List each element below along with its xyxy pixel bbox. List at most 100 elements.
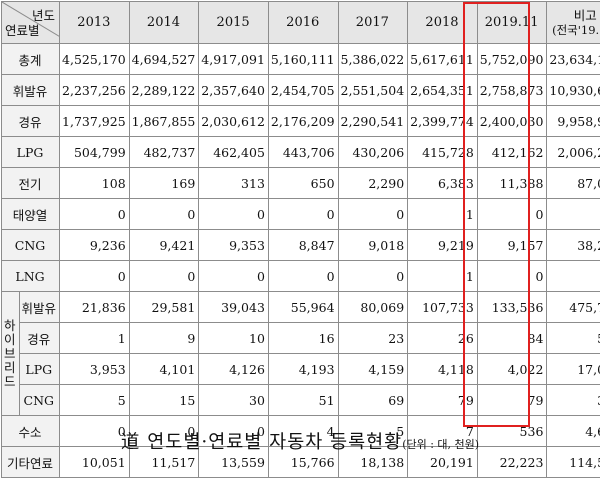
value-cell: 0 (129, 199, 199, 230)
value-cell: 443,706 (268, 137, 338, 168)
value-cell: 2,237,256 (60, 75, 130, 106)
hybrid-group-char: 드 (4, 375, 16, 389)
value-cell: 0 (268, 199, 338, 230)
table-caption: 道 연도별·연료별 자동차 등록현황(단위 : 대, 천원) (0, 428, 600, 454)
corner-fuel-label: 연료별 (5, 20, 40, 39)
value-cell: 2,290,541 (338, 106, 408, 137)
year-header: 2015 (199, 2, 269, 44)
value-cell: 2,400,030 (477, 106, 547, 137)
national-value-cell: 38,269 (547, 230, 600, 261)
value-cell: 5,617,611 (408, 44, 478, 75)
value-cell: 51 (268, 385, 338, 416)
value-cell: 0 (129, 261, 199, 292)
national-value-cell: 17,045 (547, 354, 600, 385)
table-row: 경유191016232684524 (2, 323, 600, 354)
year-header: 2018 (408, 2, 478, 44)
value-cell: 0 (60, 261, 130, 292)
value-cell: 9 (129, 323, 199, 354)
fuel-label: LPG (19, 354, 60, 385)
value-cell: 4,694,527 (129, 44, 199, 75)
note-header: 비고 (전국'19.11) (547, 2, 600, 44)
value-cell: 4,193 (268, 354, 338, 385)
value-cell: 11,388 (477, 168, 547, 199)
value-cell: 0 (338, 261, 408, 292)
value-cell: 79 (477, 385, 547, 416)
value-cell: 5 (60, 385, 130, 416)
hybrid-group-char: 하 (4, 319, 16, 333)
value-cell: 1 (408, 261, 478, 292)
national-value-cell: 2,006,297 (547, 137, 600, 168)
value-cell: 3,953 (60, 354, 130, 385)
value-cell: 4,022 (477, 354, 547, 385)
value-cell: 21,836 (60, 292, 130, 323)
value-cell: 0 (60, 199, 130, 230)
note-header-subtitle: (전국'19.11) (552, 23, 600, 37)
value-cell: 0 (199, 261, 269, 292)
table-row: 태양열00000100 (2, 199, 600, 230)
value-cell: 23 (338, 323, 408, 354)
value-cell: 1 (60, 323, 130, 354)
value-cell: 1 (408, 199, 478, 230)
value-cell: 462,405 (199, 137, 269, 168)
value-cell: 0 (268, 261, 338, 292)
value-cell: 29,581 (129, 292, 199, 323)
value-cell: 15 (129, 385, 199, 416)
value-cell: 9,157 (477, 230, 547, 261)
national-value-cell: 10,930,662 (547, 75, 600, 106)
fuel-label: 경유 (19, 323, 60, 354)
value-cell: 2,290 (338, 168, 408, 199)
value-cell: 16 (268, 323, 338, 354)
value-cell: 2,289,122 (129, 75, 199, 106)
value-cell: 26 (408, 323, 478, 354)
national-value-cell: 0 (547, 199, 600, 230)
fuel-label: 전기 (2, 168, 60, 199)
table-row: LNG00000102 (2, 261, 600, 292)
caption-title: 道 연도별·연료별 자동차 등록현황 (121, 432, 402, 453)
national-value-cell: 87,064 (547, 168, 600, 199)
value-cell: 9,353 (199, 230, 269, 261)
national-value-cell: 475,788 (547, 292, 600, 323)
value-cell: 79 (408, 385, 478, 416)
value-cell: 504,799 (60, 137, 130, 168)
value-cell: 133,536 (477, 292, 547, 323)
note-header-title: 비고 (574, 8, 597, 23)
value-cell: 430,206 (338, 137, 408, 168)
fuel-label: 휘발유 (19, 292, 60, 323)
national-value-cell: 2 (547, 261, 600, 292)
value-cell: 84 (477, 323, 547, 354)
value-cell: 9,219 (408, 230, 478, 261)
value-cell: 2,654,351 (408, 75, 478, 106)
value-cell: 1,737,925 (60, 106, 130, 137)
value-cell: 1,867,855 (129, 106, 199, 137)
value-cell: 482,737 (129, 137, 199, 168)
fuel-label: 총계 (2, 44, 60, 75)
value-cell: 4,525,170 (60, 44, 130, 75)
value-cell: 2,399,774 (408, 106, 478, 137)
value-cell: 412,162 (477, 137, 547, 168)
year-header-highlighted: 2019.11 (477, 2, 547, 44)
fuel-label: LNG (2, 261, 60, 292)
fuel-label: 태양열 (2, 199, 60, 230)
value-cell: 107,733 (408, 292, 478, 323)
value-cell: 2,454,705 (268, 75, 338, 106)
value-cell: 650 (268, 168, 338, 199)
value-cell: 69 (338, 385, 408, 416)
value-cell: 10 (199, 323, 269, 354)
value-cell: 39,043 (199, 292, 269, 323)
value-cell: 9,421 (129, 230, 199, 261)
value-cell: 2,551,504 (338, 75, 408, 106)
value-cell: 415,728 (408, 137, 478, 168)
value-cell: 0 (477, 261, 547, 292)
value-cell: 313 (199, 168, 269, 199)
value-cell: 5,386,022 (338, 44, 408, 75)
value-cell: 0 (199, 199, 269, 230)
value-cell: 108 (60, 168, 130, 199)
header-row: 년도 연료별 2013 2014 2015 2016 2017 2018 201… (2, 2, 600, 44)
